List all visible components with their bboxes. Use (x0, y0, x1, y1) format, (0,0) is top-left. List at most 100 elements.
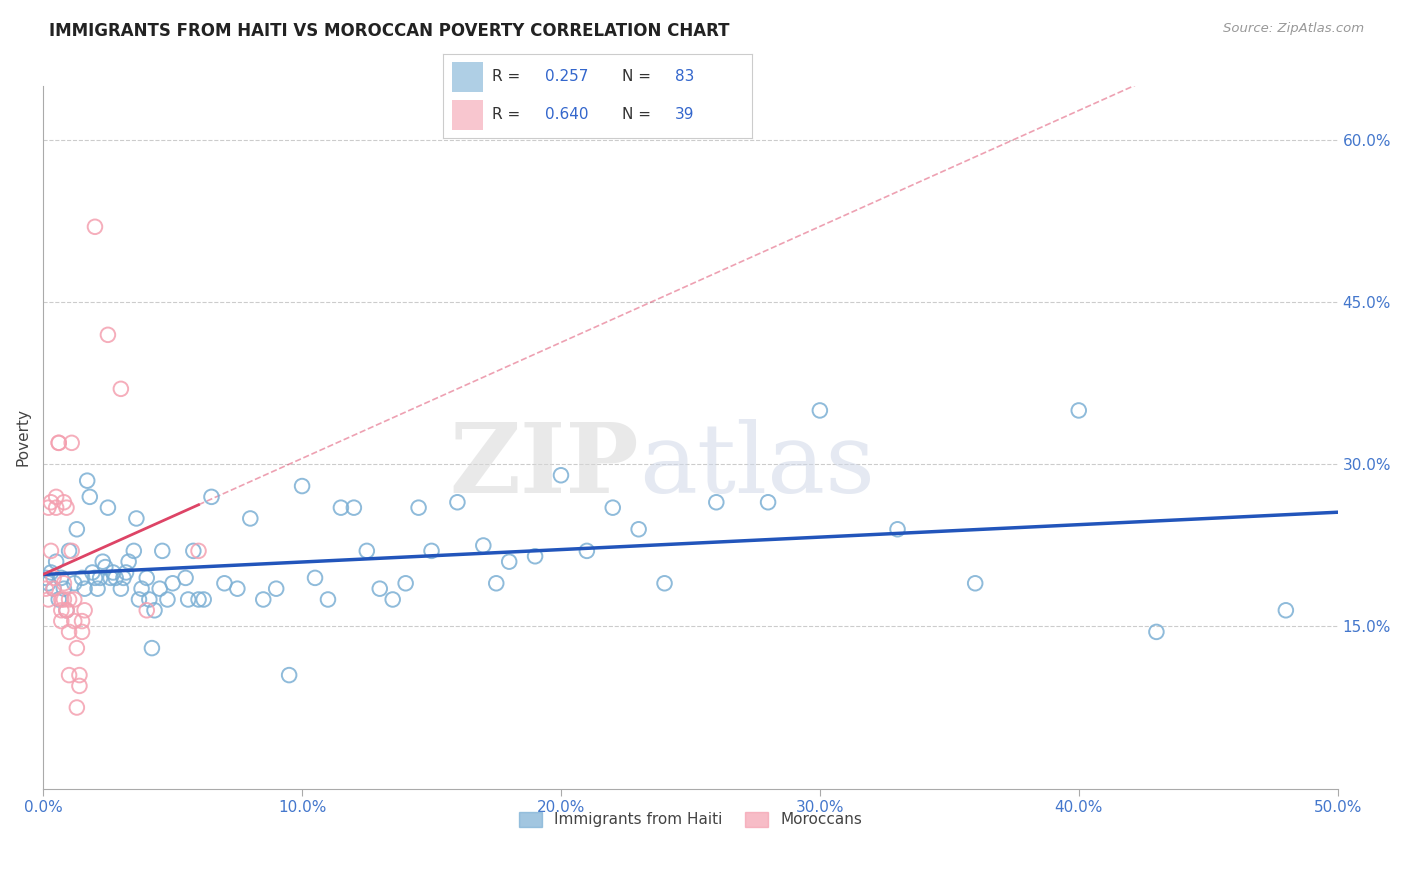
Point (52, 582, 75, 596)
Point (51, 592, 73, 607)
Point (1144, 624, 1167, 639)
Point (97, 500, 120, 515)
Point (66, 700, 89, 714)
Point (60, 435, 83, 450)
Text: 83: 83 (675, 70, 695, 85)
Text: IMMIGRANTS FROM HAITI VS MOROCCAN POVERTY CORRELATION CHART: IMMIGRANTS FROM HAITI VS MOROCCAN POVERT… (49, 22, 730, 40)
Point (550, 468, 572, 483)
Point (51, 603, 73, 617)
Point (756, 495, 779, 509)
Point (37, 500, 59, 515)
Point (70, 614, 93, 628)
Point (58, 668, 80, 682)
Point (808, 403, 831, 417)
Point (63, 592, 86, 607)
Point (73, 582, 96, 596)
Point (141, 641, 163, 656)
Point (45, 490, 67, 504)
Point (66, 641, 89, 656)
Point (67, 668, 90, 682)
Point (94, 560, 117, 574)
Text: N =: N = (623, 70, 657, 85)
Point (70, 624, 93, 639)
Point (183, 544, 205, 558)
Point (654, 576, 676, 591)
Point (128, 592, 150, 607)
Point (84, 571, 107, 585)
Point (498, 555, 520, 569)
Point (52, 592, 75, 607)
Text: 39: 39 (675, 107, 695, 122)
Point (42, 582, 65, 596)
Point (252, 592, 274, 607)
Point (187, 592, 209, 607)
Point (1067, 403, 1090, 417)
Point (110, 382, 132, 396)
Point (420, 544, 443, 558)
Point (143, 603, 166, 617)
Point (48, 592, 70, 607)
Point (82, 566, 104, 580)
Point (138, 592, 160, 607)
Point (291, 479, 314, 493)
Point (101, 566, 124, 580)
Point (627, 522, 650, 536)
Point (42, 571, 65, 585)
Point (965, 576, 987, 591)
Point (100, 571, 122, 585)
Point (131, 582, 153, 596)
Point (200, 490, 222, 504)
Point (35, 571, 58, 585)
Point (122, 544, 145, 558)
Point (395, 576, 418, 591)
Text: N =: N = (623, 107, 657, 122)
Point (214, 576, 236, 591)
Point (66, 522, 89, 536)
Point (45, 500, 67, 515)
Point (704, 495, 727, 509)
Point (39, 495, 62, 509)
Text: atlas: atlas (638, 418, 875, 513)
Point (264, 582, 287, 596)
Text: R =: R = (492, 70, 526, 85)
Point (45, 555, 67, 569)
Point (91, 555, 114, 569)
Point (55, 603, 77, 617)
Point (76, 474, 98, 488)
Point (52, 495, 75, 509)
Point (52, 576, 75, 591)
Point (63, 576, 86, 591)
Point (115, 566, 138, 580)
Point (193, 592, 215, 607)
Point (110, 582, 132, 596)
Point (304, 571, 326, 585)
Legend: Immigrants from Haiti, Moroccans: Immigrants from Haiti, Moroccans (513, 805, 869, 833)
Point (162, 576, 184, 591)
Point (368, 582, 391, 596)
Point (187, 544, 209, 558)
Bar (453, 100, 484, 130)
Point (356, 544, 378, 558)
Point (149, 582, 172, 596)
Point (226, 582, 249, 596)
Point (48, 435, 70, 450)
Point (58, 592, 80, 607)
Point (37, 592, 59, 607)
Point (67, 679, 90, 693)
Point (51, 614, 73, 628)
Point (60, 544, 83, 558)
Text: 0.640: 0.640 (546, 107, 589, 122)
Text: R =: R = (492, 107, 526, 122)
Point (472, 539, 495, 553)
Point (117, 555, 139, 569)
Point (524, 549, 547, 564)
Point (135, 603, 157, 617)
Point (104, 571, 127, 585)
Text: Source: ZipAtlas.com: Source: ZipAtlas.com (1223, 22, 1364, 36)
Point (70, 571, 93, 585)
Point (37, 576, 59, 591)
Point (150, 544, 173, 558)
Point (55, 603, 77, 617)
Point (156, 592, 179, 607)
Point (39, 566, 62, 580)
